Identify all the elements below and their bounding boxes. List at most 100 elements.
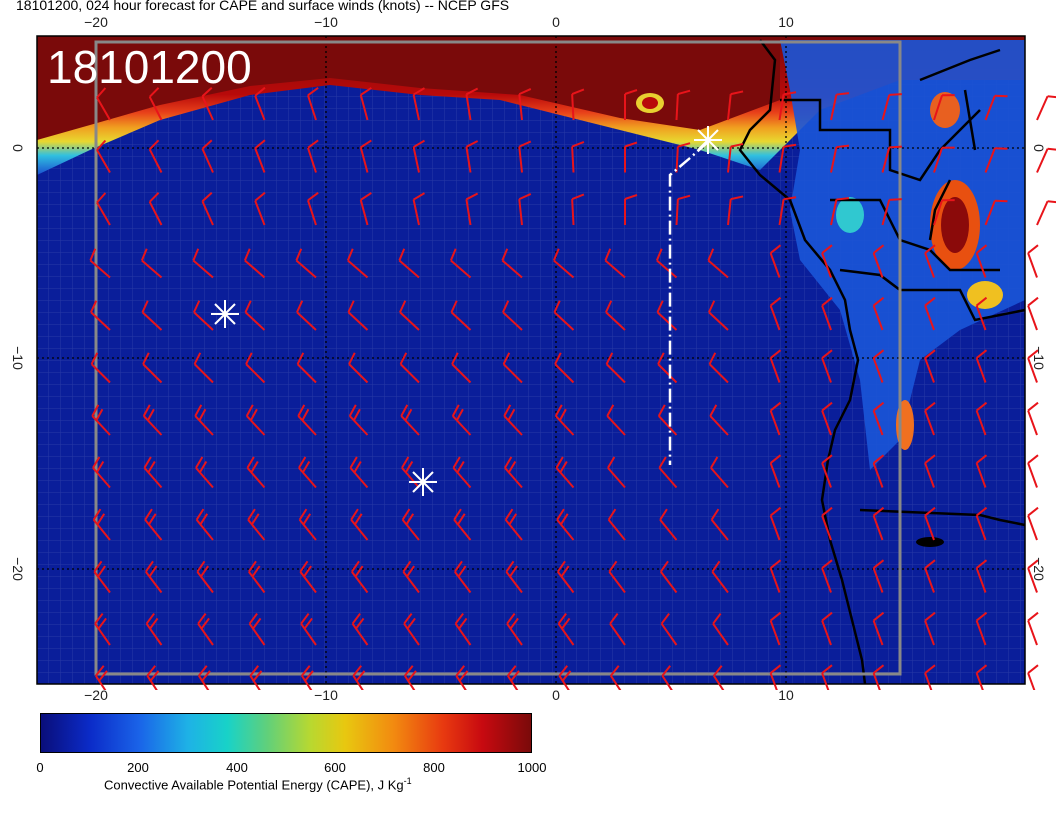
wind-barb — [144, 508, 163, 541]
wind-barb — [924, 559, 936, 593]
wind-barb — [571, 193, 585, 226]
wind-barb — [195, 456, 214, 489]
wind-barb — [403, 612, 420, 646]
wind-barb — [148, 87, 163, 121]
wind-barb — [1027, 559, 1039, 593]
colorbar-label: 1000 — [517, 760, 547, 775]
wind-barb — [872, 611, 885, 646]
wind-barb — [821, 506, 833, 541]
wind-barb — [727, 90, 744, 121]
wind-barb — [95, 665, 111, 690]
wind-barb — [244, 300, 266, 331]
wind-barb — [571, 88, 585, 121]
wind-barb — [821, 296, 833, 331]
wind-barb — [451, 404, 472, 436]
wind-barb — [933, 199, 955, 226]
wind-barb — [502, 300, 523, 331]
wind-barb — [1036, 95, 1056, 121]
wind-barb — [504, 456, 523, 489]
wind-barb — [713, 665, 729, 690]
wind-barb — [296, 300, 317, 331]
wind-barb — [872, 401, 885, 436]
wind-barb — [1027, 401, 1039, 436]
wind-barb — [451, 352, 472, 384]
wind-barb — [412, 192, 426, 226]
wind-barb — [557, 560, 575, 594]
star-marker-south — [409, 468, 437, 496]
star-marker-west — [211, 300, 239, 328]
wind-barb — [821, 611, 833, 646]
wind-barb — [821, 454, 833, 488]
wind-barb — [1027, 349, 1039, 383]
wind-barb — [975, 559, 988, 593]
wind-barb — [398, 248, 420, 279]
wind-barb — [465, 192, 479, 226]
wind-barb — [657, 352, 678, 384]
wind-barb — [145, 612, 163, 646]
wind-barb — [924, 506, 936, 541]
wind-barb — [198, 665, 214, 690]
wind-barb — [92, 508, 111, 541]
wind-barb — [624, 194, 638, 225]
wind-barb — [1027, 506, 1039, 541]
wind-barb — [91, 404, 111, 436]
wind-barb — [506, 612, 523, 646]
wind-barb — [96, 139, 111, 173]
wind-barb — [712, 612, 729, 646]
wind-barb — [707, 248, 729, 279]
wind-barb — [351, 560, 369, 594]
wind-barb — [93, 560, 111, 594]
wind-barb — [298, 456, 317, 489]
wind-barb — [196, 560, 214, 594]
colorbar-label: 200 — [127, 760, 149, 775]
lon-tick-top: 0 — [552, 14, 560, 30]
wind-barb — [449, 248, 472, 279]
wind-barb — [571, 140, 585, 173]
wind-barb — [1027, 296, 1039, 331]
wind-barb — [821, 244, 833, 278]
wind-barb — [710, 508, 729, 541]
wind-barb — [148, 139, 163, 173]
colorbar-label: 800 — [423, 760, 445, 775]
wind-barb — [254, 86, 266, 121]
wind-barb — [254, 191, 266, 226]
lat-tick-right: 0 — [1031, 144, 1047, 152]
wind-barb — [201, 191, 214, 226]
colorbar-label: 0 — [36, 760, 44, 775]
wind-barb — [404, 665, 420, 690]
wind-barb — [501, 248, 523, 279]
wind-barb — [607, 456, 626, 489]
wind-barb — [248, 612, 266, 646]
wind-barb — [830, 144, 850, 173]
wind-barb — [192, 248, 214, 279]
wind-barb — [660, 560, 678, 594]
wind-barb — [401, 456, 420, 489]
date-stamp: 18101200 — [47, 41, 252, 93]
wind-barb — [350, 508, 369, 541]
wind-barb — [605, 352, 626, 384]
wind-barb — [90, 352, 111, 384]
wind-barb — [359, 192, 372, 226]
wind-barb — [830, 92, 850, 121]
wind-barb — [195, 508, 214, 541]
wind-barb — [518, 140, 532, 173]
wind-barb — [924, 611, 936, 646]
wind-barb — [711, 560, 729, 594]
wind-barb — [607, 508, 626, 541]
wind-barb — [300, 612, 317, 646]
wind-barb — [245, 404, 266, 436]
wind-barb — [769, 611, 782, 646]
wind-barb — [872, 664, 885, 690]
wind-barb — [975, 296, 988, 331]
wind-barb — [452, 456, 472, 489]
wind-barb — [454, 612, 472, 646]
wind-barb — [708, 352, 729, 384]
wind-barb — [142, 352, 163, 384]
wind-barb — [297, 404, 317, 436]
wind-barb — [1036, 147, 1056, 173]
wind-barb — [296, 352, 317, 384]
wind-barb — [924, 454, 936, 488]
wind-barb — [412, 139, 426, 173]
wind-barb — [143, 456, 163, 489]
wind-barb — [821, 401, 833, 436]
